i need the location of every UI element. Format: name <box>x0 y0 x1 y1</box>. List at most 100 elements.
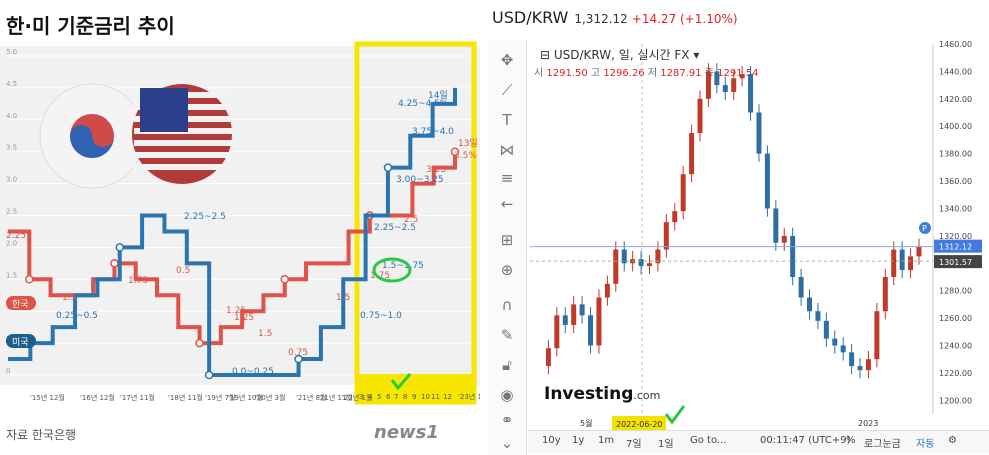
fib-tool-icon[interactable]: ≡ <box>500 169 514 187</box>
candle-body <box>646 263 652 266</box>
crosshair-tool-icon[interactable]: ✥ <box>500 51 514 69</box>
candle-body <box>891 249 897 277</box>
annotation-label: 2.25~2.5 <box>374 223 416 233</box>
price-tick-label: 1360.00 <box>939 177 972 186</box>
price-tick-label: 1380.00 <box>939 150 972 159</box>
candle-body <box>739 74 745 79</box>
settings-icon[interactable]: ⚙ <box>948 435 957 446</box>
legend-korea-badge <box>6 296 36 310</box>
magnet-icon[interactable]: ∩ <box>501 296 513 314</box>
candle-body <box>596 297 602 346</box>
line-tool-icon[interactable]: ⟋ <box>501 81 513 99</box>
candle-body <box>916 246 922 257</box>
x-tick-label: 8 <box>403 393 407 401</box>
x-tick-label: '22년 1월 <box>342 393 372 402</box>
tf-1d[interactable]: 1일 <box>658 439 674 450</box>
x-tick-label: 7 <box>394 393 398 401</box>
y-tick-label: 0 <box>6 367 10 375</box>
log-scale-toggle[interactable]: 로그눈금 <box>864 439 901 450</box>
x-tick-label: 11 <box>431 393 440 401</box>
candle-body <box>781 235 787 243</box>
candle-body <box>545 348 551 367</box>
candle-body <box>562 315 568 325</box>
series-point <box>294 354 303 364</box>
candle-body <box>899 249 905 271</box>
x-tick-label: '19년 10월 <box>228 393 263 402</box>
annotation-label: 1.25 <box>234 313 254 323</box>
y-tick-label: 3.5 <box>6 144 17 152</box>
usa-stripe <box>134 140 232 146</box>
price-chart-canvas[interactable]: 1460.00 1440.00 1420.00 1400.00 1380.00 1360.… <box>488 0 989 430</box>
price-tick-label: 1200.00 <box>939 396 972 405</box>
price-tick-label: 1420.00 <box>939 95 972 104</box>
time-axis-label: 2023 <box>858 419 878 428</box>
annotation-label: 0.5 <box>176 266 190 276</box>
candle-body <box>857 366 863 371</box>
pattern-tool-icon[interactable]: ⋈ <box>499 141 515 159</box>
annotation-label: 0.0~0.25 <box>232 367 274 377</box>
candle-body <box>638 259 644 266</box>
pair-price: 1,312.12 <box>574 12 628 26</box>
zoom-icon[interactable]: ⊕ <box>500 261 514 279</box>
candle-body <box>865 359 871 371</box>
collapse-icon[interactable]: ⌄ <box>500 434 514 452</box>
y-tick-label: 2.0 <box>6 239 17 247</box>
series-point <box>383 163 393 172</box>
candle-body <box>621 249 627 264</box>
investing-watermark: Investing.com <box>544 384 660 404</box>
candle-body <box>790 235 796 277</box>
annotation-label: 1.5 <box>336 293 350 303</box>
x-tick-label: 3 <box>359 393 363 401</box>
candle-body <box>807 297 813 312</box>
candle-body <box>815 311 821 321</box>
annotation-label: 3.75~4.0 <box>412 127 454 137</box>
tf-10y[interactable]: 10y <box>542 435 561 446</box>
series-point <box>195 338 204 348</box>
annotation-label: 3.5% <box>454 151 477 161</box>
candle-body <box>613 249 619 284</box>
series-point <box>115 243 124 252</box>
watermark-suffix: .com <box>633 389 661 402</box>
candle-body <box>571 304 577 325</box>
tf-1m[interactable]: 1m <box>598 435 615 446</box>
x-tick-label: '17년 11월 <box>120 393 155 402</box>
x-tick-label: '21년 11월 <box>318 393 353 402</box>
series-point <box>450 147 460 156</box>
y-tick-label: 1.5 <box>6 271 17 279</box>
text-tool-icon[interactable]: T <box>502 111 512 129</box>
tf-1y[interactable]: 1y <box>572 435 585 446</box>
annotation-label: 1.75 <box>370 271 390 281</box>
x-tick-label: '16년 12월 <box>80 393 115 402</box>
clock-readout: 00:11:47 (UTC+9) <box>760 435 851 446</box>
annotation-label: 13일 <box>458 138 478 149</box>
usa-stripe <box>134 164 232 170</box>
go-to-button[interactable]: Go to... <box>690 435 727 446</box>
candle-body <box>655 249 661 264</box>
pencil-icon[interactable]: ✎ <box>500 326 514 344</box>
measure-tool-icon[interactable]: ⊞ <box>500 231 514 249</box>
x-tick-label: '20년 3월 <box>255 393 285 402</box>
annotation-label: 1.5 <box>62 293 76 303</box>
price-tick-label: 1340.00 <box>939 204 972 213</box>
x-tick-label: 9 <box>412 393 416 401</box>
back-arrow-icon[interactable]: ← <box>500 195 514 213</box>
percent-toggle[interactable]: % <box>846 435 856 446</box>
annotation-label: 3.00~3.25 <box>396 175 444 185</box>
candle-body <box>714 71 720 86</box>
auto-scale-toggle[interactable]: 자동 <box>916 439 935 450</box>
candle-body <box>849 352 855 367</box>
x-tick-label: 6 <box>386 393 391 401</box>
candle-body <box>773 208 779 243</box>
series-line-미국 <box>8 87 457 377</box>
p-marker-icon <box>919 222 931 234</box>
highlight-circle <box>372 257 412 283</box>
prev-price-text: 1301.57 <box>939 258 972 267</box>
price-tick-label: 1220.00 <box>939 369 972 378</box>
candle-body <box>672 211 678 223</box>
candle-body <box>882 276 888 312</box>
price-tick-label: 1460.00 <box>939 40 972 49</box>
link-icon[interactable]: ⚭ <box>500 411 514 429</box>
lock-icon[interactable]: 🔓︎ <box>502 356 512 374</box>
tf-7d[interactable]: 7일 <box>626 439 642 450</box>
eye-icon[interactable]: ◉ <box>500 386 514 404</box>
